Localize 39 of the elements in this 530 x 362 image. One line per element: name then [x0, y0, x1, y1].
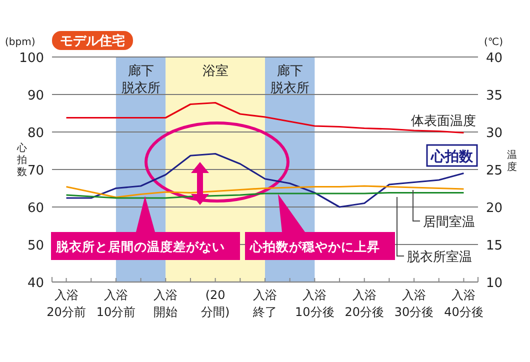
- y2-tick-label: 35: [486, 88, 503, 104]
- x-tick-label: 入浴20分前: [46, 288, 86, 319]
- text: 脱衣所室温: [407, 249, 472, 265]
- series-label: 体表面温度: [411, 113, 476, 129]
- text: (bpm): [5, 37, 36, 48]
- annotation: 心拍数が穏やかに上昇: [249, 239, 380, 254]
- y2-tick-label: 25: [486, 164, 503, 178]
- x-tick-label: 入浴終了: [252, 288, 277, 319]
- band-label: 浴室: [202, 63, 228, 79]
- x-tick-label: 入浴開始: [154, 288, 178, 319]
- x-tick-label: 入浴30分後: [394, 288, 434, 319]
- y-tick-label: 50: [27, 238, 44, 254]
- text: 居間室温: [423, 214, 475, 230]
- series-label: 心拍数: [430, 148, 474, 165]
- y-tick-label: 80: [27, 126, 44, 141]
- y-tick-label: 100: [19, 51, 44, 66]
- text: (℃): [484, 37, 504, 48]
- x-tick-label: 入浴10分前: [96, 288, 136, 319]
- x-tick-label: 入浴20分後: [344, 288, 384, 319]
- y-tick-label: 60: [27, 201, 44, 216]
- chart-title: モデル住宅: [60, 33, 125, 49]
- x-tick-label: 入浴10分後: [295, 288, 334, 319]
- y-axis-title: 心拍数: [16, 142, 27, 178]
- x-tick-label: (20分間): [200, 288, 230, 319]
- annotation: 脱衣所と居間の温度差がない: [55, 239, 225, 254]
- line-series: [65, 102, 465, 134]
- y2-tick-label: 30: [486, 126, 503, 141]
- band-label: 廊下脱衣所: [121, 63, 160, 96]
- x-tick-label: 入浴40分後: [444, 288, 484, 319]
- band-label: 廊下脱衣所: [270, 63, 310, 96]
- y2-tick-label: 40: [486, 51, 503, 66]
- y2-tick-label: 20: [486, 201, 503, 216]
- y2-tick-label: 10: [486, 276, 503, 291]
- y-tick-label: 70: [27, 164, 44, 178]
- line-series: [65, 185, 465, 198]
- y2-axis-title: 温度: [507, 149, 517, 173]
- y-tick-label: 90: [27, 88, 44, 104]
- y-tick-label: 40: [27, 276, 44, 291]
- y2-tick-label: 15: [486, 238, 503, 254]
